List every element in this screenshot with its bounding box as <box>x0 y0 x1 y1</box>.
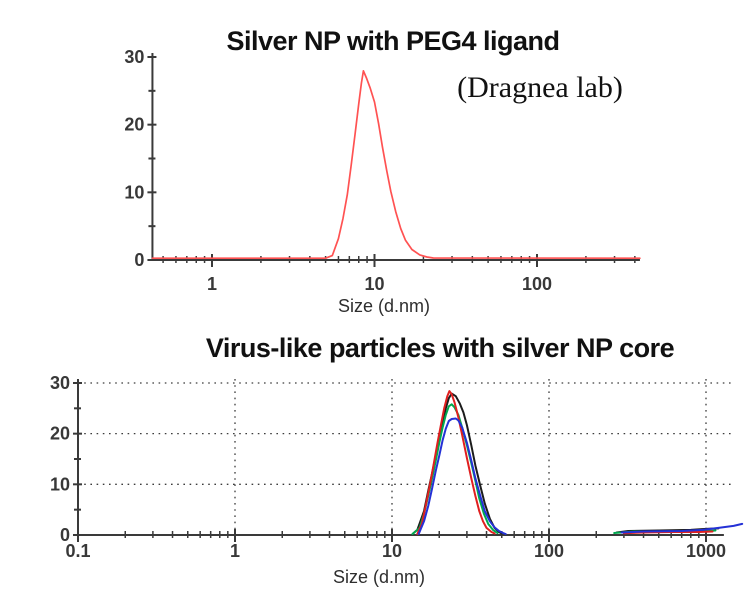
bottom-x-axis-label: Size (d.nm) <box>332 567 426 587</box>
x-tick-label: 1 <box>230 541 240 561</box>
series-line-silver-np-peg4-intensity <box>151 70 641 260</box>
y-tick-label: 10 <box>124 182 144 202</box>
y-tick-label: 20 <box>124 115 144 135</box>
top-chart-title: Silver NP with PEG4 ligand <box>226 26 560 56</box>
bottom-chart-title: Virus-like particles with silver NP core <box>205 333 675 363</box>
series-line-trace-blue <box>620 522 744 534</box>
y-tick-label: 20 <box>50 424 70 444</box>
x-tick-label: 0.1 <box>65 541 90 561</box>
series-line-trace-red <box>416 390 496 535</box>
x-tick-label: 1000 <box>686 541 726 561</box>
series-line-trace-blue <box>417 417 507 535</box>
y-tick-label: 10 <box>50 474 70 494</box>
y-tick-label: 0 <box>60 525 70 545</box>
x-tick-label: 10 <box>382 541 402 561</box>
x-tick-label: 100 <box>522 274 552 294</box>
x-tick-label: 100 <box>534 541 564 561</box>
x-tick-label: 10 <box>364 274 384 294</box>
y-tick-label: 30 <box>124 47 144 67</box>
top-x-axis-label: Size (d.nm) <box>337 296 431 316</box>
y-tick-label: 0 <box>134 250 144 270</box>
lab-annotation: (Dragnea lab) <box>457 71 623 104</box>
y-tick-label: 30 <box>50 373 70 393</box>
x-tick-label: 1 <box>207 274 217 294</box>
